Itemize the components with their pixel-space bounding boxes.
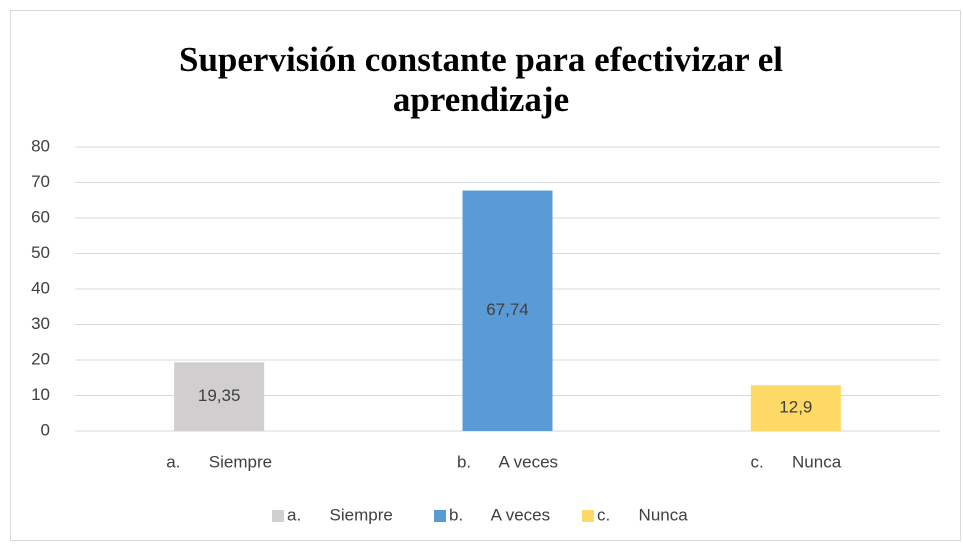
legend-swatch (434, 510, 446, 522)
y-tick-label: 0 (41, 420, 50, 439)
y-tick-label: 40 (31, 278, 50, 297)
x-tick-label: a. Siempre (166, 452, 272, 471)
chart-border (10, 10, 961, 541)
y-tick-label: 60 (31, 207, 50, 226)
y-tick-label: 50 (31, 243, 50, 262)
bar (750, 385, 841, 431)
data-label: 19,35 (198, 386, 241, 405)
legend-swatch (272, 510, 284, 522)
legend-label: b. A veces (449, 505, 550, 524)
y-tick-label: 20 (31, 349, 50, 368)
data-label: 12,9 (779, 398, 812, 417)
chart-title: Supervisión constante para efectivizar e… (179, 40, 783, 119)
y-tick-label: 80 (31, 136, 50, 155)
x-tick-label: c. Nunca (750, 452, 841, 471)
y-tick-label: 70 (31, 172, 50, 191)
x-tick-label: b. A veces (457, 452, 558, 471)
legend-label: c. Nunca (597, 505, 688, 524)
y-tick-label: 30 (31, 314, 50, 333)
bar (174, 362, 265, 431)
data-label: 67,74 (486, 300, 529, 319)
bar (462, 190, 553, 431)
y-tick-label: 10 (31, 385, 50, 404)
legend-label: a. Siempre (287, 505, 393, 524)
legend-swatch (582, 510, 594, 522)
